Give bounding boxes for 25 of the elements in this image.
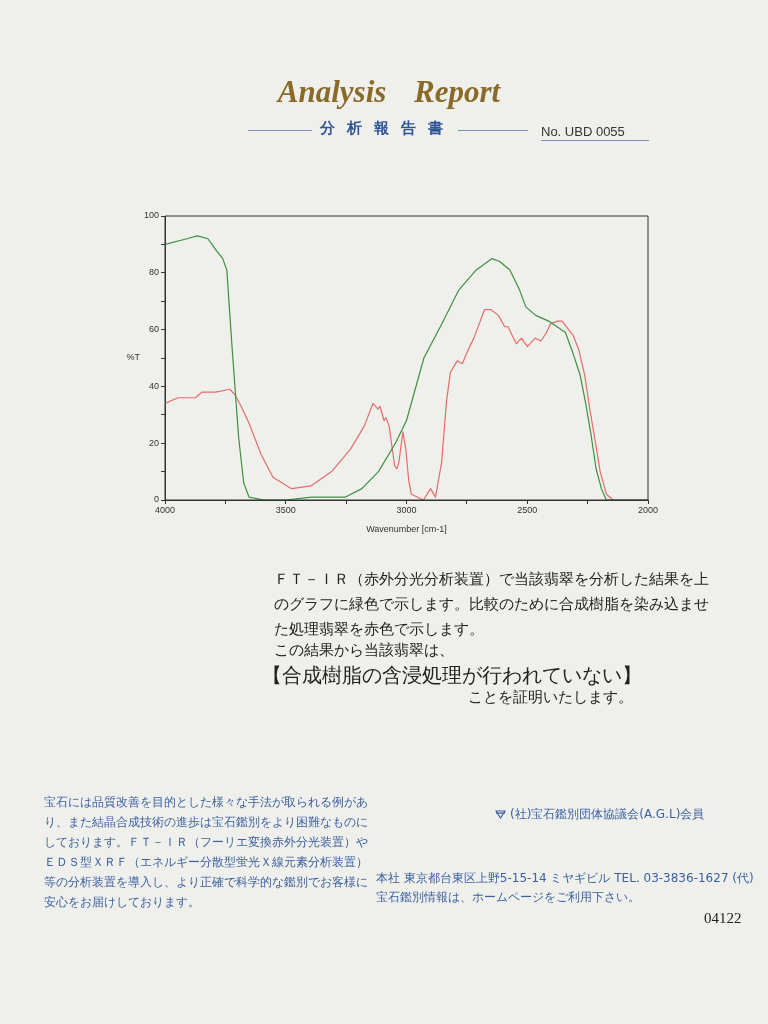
text: この結果から当該翡翠は、 bbox=[274, 641, 454, 660]
x-tick-label: 2000 bbox=[637, 504, 659, 515]
y-tick-label: 20 bbox=[148, 437, 159, 448]
x-tick-label: 4000 bbox=[154, 504, 176, 515]
text: ＦＴ－ＩＲ（赤外分光分析装置）で当該翡翠を分析した結果を上のグラフに緑色で示します。比較のために合成樹脂を染み込ませた処理翡翠を赤色で示します。 bbox=[274, 569, 709, 639]
y-tick-label: 60 bbox=[148, 324, 159, 335]
x-tick-label: 3500 bbox=[275, 504, 296, 515]
chart-title: Analysis Report bbox=[275, 74, 502, 110]
text: 宝石鑑別情報は、ホームページをご利用下さい。 bbox=[376, 889, 640, 906]
text: 【合成樹脂の含浸処理が行われていない】 bbox=[262, 662, 642, 689]
text: 宝石には品質改善を目的とした様々な手法が取られる例があり、また結晶合成技術の進歩は宝石鑑別をより困難なものにしております。ＦＴ－ＩＲ（フーリエ変換赤外分光装置）やＥＤＳ型ＸＲＦ（エネルギー分散型蛍光Ｘ線元素分析装置）等の分析装置を導入し、より正確で科学的な鑑別でお客様に安心をお届けしております。 bbox=[44, 794, 368, 911]
text: ことを証明いたします。 bbox=[468, 688, 633, 707]
x-tick-label: 2500 bbox=[517, 504, 538, 515]
y-tick-label: 100 bbox=[143, 210, 159, 221]
y-tick-label: 0 bbox=[153, 494, 159, 505]
text: 04122 bbox=[704, 910, 742, 927]
x-tick-label: 3000 bbox=[396, 504, 417, 515]
text: 本社 東京都台東区上野5-15-14 ミヤギビル TEL. 03-3836-1627 (代) bbox=[376, 870, 754, 887]
chart-subtitle: 分析報告書 bbox=[319, 119, 455, 137]
text: No. UBD 0055 bbox=[541, 124, 649, 141]
y-tick-label: 40 bbox=[148, 380, 159, 391]
x-axis-title: Wavenumber [cm-1] bbox=[366, 524, 447, 535]
y-tick-label: 80 bbox=[148, 267, 159, 278]
text: (社)宝石鑑別団体協議会(A.G.L)会員 bbox=[510, 806, 705, 823]
y-axis-title: %T bbox=[126, 352, 141, 363]
